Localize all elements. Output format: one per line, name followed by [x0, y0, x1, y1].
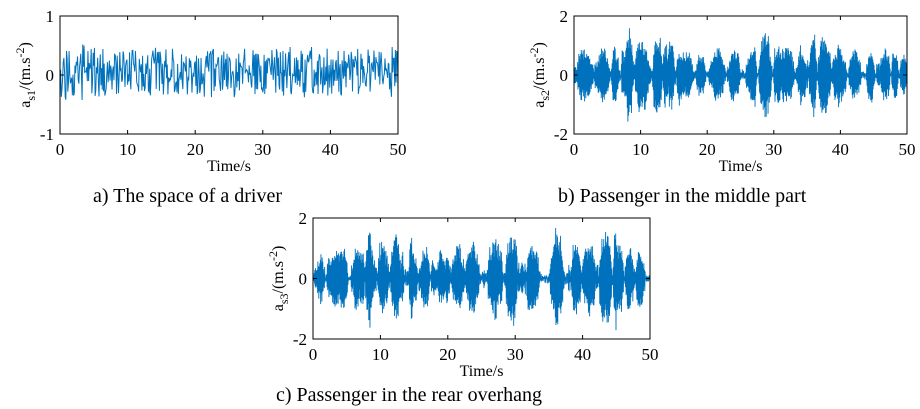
y-axis-label: as2/(m.s-2): [527, 42, 552, 108]
y-tick-label: 2: [299, 209, 308, 228]
x-tick-label: 20: [187, 140, 204, 159]
x-tick-label: 10: [632, 140, 649, 159]
x-tick-label: 30: [507, 345, 524, 364]
y-tick-label: 2: [560, 7, 569, 26]
caption-driver: a) The space of a driver: [93, 185, 282, 207]
y-tick-label: 0: [46, 66, 55, 85]
y-tick-label: 1: [46, 7, 55, 26]
series-line: [59, 44, 399, 101]
x-tick-label: 10: [372, 345, 389, 364]
x-tick-label: 30: [254, 140, 271, 159]
x-tick-label: 40: [322, 140, 339, 159]
x-tick-label: 20: [439, 345, 456, 364]
y-tick-label: -2: [293, 330, 307, 349]
x-tick-label: 10: [119, 140, 136, 159]
x-tick-label: 30: [765, 140, 782, 159]
x-tick-label: 0: [309, 345, 318, 364]
caption-middle-passenger: b) Passenger in the middle part: [558, 185, 807, 207]
x-tick-label: 50: [899, 140, 916, 159]
y-tick-label: 0: [299, 270, 308, 289]
x-tick-label: 20: [699, 140, 716, 159]
y-tick-label: -2: [554, 125, 568, 144]
y-axis-label: as3/(m.s-2): [266, 246, 291, 312]
x-tick-label: 40: [574, 345, 591, 364]
y-tick-label: 0: [560, 66, 569, 85]
x-axis-label: Time/s: [719, 158, 763, 175]
x-axis-label: Time/s: [207, 158, 251, 175]
x-tick-label: 0: [56, 140, 65, 159]
y-tick-label: -1: [40, 125, 54, 144]
y-axis-label: as1/(m.s-2): [13, 42, 38, 108]
x-tick-label: 50: [642, 345, 659, 364]
series-line: [573, 28, 908, 122]
x-axis-label: Time/s: [460, 363, 504, 380]
x-tick-label: 0: [570, 140, 579, 159]
x-tick-label: 40: [832, 140, 849, 159]
caption-rear-passenger: c) Passenger in the rear overhang: [276, 384, 542, 406]
series-line: [312, 227, 651, 331]
x-tick-label: 50: [390, 140, 407, 159]
